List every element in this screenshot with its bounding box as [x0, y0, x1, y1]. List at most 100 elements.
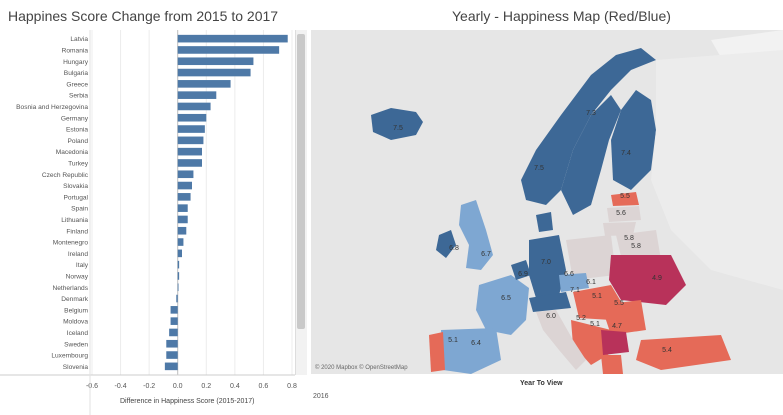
map-value-label: 6.7: [481, 251, 491, 258]
chart-title: Happines Score Change from 2015 to 2017: [8, 8, 279, 24]
map-value-label: 5.5: [614, 300, 624, 307]
bar[interactable]: [164, 362, 178, 371]
category-label: Estonia: [66, 127, 88, 134]
country-romania[interactable]: [601, 300, 646, 335]
bar[interactable]: [177, 113, 207, 122]
bar[interactable]: [177, 159, 202, 167]
x-tick-label: -0.6: [86, 383, 98, 390]
bar[interactable]: [177, 238, 184, 246]
country-ireland[interactable]: [436, 230, 456, 258]
map-title: Yearly - Happiness Map (Red/Blue): [452, 8, 671, 24]
category-label: Czech Republic: [42, 172, 89, 179]
x-tick-label: 0.0: [173, 383, 183, 390]
country-finland[interactable]: [611, 90, 656, 190]
country-greece[interactable]: [601, 355, 623, 374]
category-label: Greece: [66, 81, 88, 88]
country-austria[interactable]: [529, 292, 571, 312]
country-estonia[interactable]: [611, 192, 639, 206]
country-bulgaria[interactable]: [601, 330, 629, 355]
bar[interactable]: [177, 283, 179, 292]
bar[interactable]: [177, 68, 251, 77]
category-label: Serbia: [69, 93, 88, 100]
bar[interactable]: [177, 102, 211, 111]
category-label: Bosnia and Herzegovina: [16, 104, 88, 111]
x-tick-label: -0.4: [115, 383, 127, 390]
bar[interactable]: [169, 328, 178, 337]
category-label: Turkey: [68, 160, 89, 167]
map-value-label: 5.1: [590, 321, 600, 328]
country-norway[interactable]: [521, 48, 656, 205]
category-label: Belgium: [64, 307, 88, 314]
bar[interactable]: [177, 136, 204, 145]
bar[interactable]: [177, 226, 187, 235]
year-filter-title: Year To View: [520, 380, 563, 387]
bar[interactable]: [177, 125, 205, 133]
bar-chart-panel: -0.6 -0.4 -0.2 0.0 0.2 0.4 0.6 0.8 Latvia Romania…: [0, 30, 310, 415]
chart-scrollbar[interactable]: [295, 30, 307, 375]
country-benelux[interactable]: [511, 260, 531, 280]
bar[interactable]: [177, 260, 180, 269]
map-value-label: 5.1: [448, 337, 458, 344]
map-value-label: 5.8: [624, 235, 634, 242]
bar[interactable]: [177, 46, 280, 54]
country-portugal[interactable]: [429, 332, 445, 372]
x-tick-label: 0.8: [287, 383, 297, 390]
bar[interactable]: [177, 57, 254, 66]
year-filter-value[interactable]: 2016: [313, 393, 329, 400]
bar[interactable]: [176, 294, 178, 303]
bar[interactable]: [177, 272, 180, 280]
category-label: Portugal: [63, 194, 88, 201]
europe-map[interactable]: 7.5 7.3 7.4 7.5 5.5 5.6 5.85.8 6.8 6.7 6.9 7.0 6.6 6…: [311, 30, 783, 374]
country-turkey[interactable]: [636, 335, 731, 370]
country-germany[interactable]: [529, 235, 566, 298]
x-tick-label: 0.2: [201, 383, 211, 390]
country-latvia[interactable]: [607, 206, 641, 222]
map-value-label: 6.4: [471, 340, 481, 347]
country-uk[interactable]: [459, 200, 493, 270]
country-iceland[interactable]: [371, 108, 423, 140]
country-poland[interactable]: [566, 235, 616, 280]
bar[interactable]: [177, 204, 188, 212]
bar[interactable]: [177, 147, 202, 156]
bar[interactable]: [166, 351, 178, 359]
bar[interactable]: [177, 170, 194, 179]
bar[interactable]: [177, 34, 288, 43]
bar[interactable]: [166, 339, 178, 348]
happiness-map[interactable]: 7.5 7.3 7.4 7.5 5.5 5.6 5.8 5.8 6.8 6.7 6.9 7.0 6.6 6…: [311, 30, 783, 374]
category-label: Denmark: [61, 296, 88, 303]
bar[interactable]: [170, 317, 178, 325]
bar-chart: -0.6 -0.4 -0.2 0.0 0.2 0.4 0.6 0.8 Latvia Romania…: [0, 30, 297, 415]
chart-scrollbar-thumb[interactable]: [297, 34, 305, 329]
country-lithuania[interactable]: [603, 222, 636, 236]
map-value-label: 4.7: [612, 323, 622, 330]
map-value-label: 7.0: [541, 259, 551, 266]
bar[interactable]: [170, 306, 178, 314]
bar[interactable]: [177, 215, 188, 224]
country-sweden[interactable]: [561, 95, 621, 215]
map-value-label: 6.6: [564, 271, 574, 278]
category-label: Montenegro: [53, 240, 89, 247]
x-tick-label: 0.4: [230, 383, 240, 390]
map-value-label: 4.9: [652, 275, 662, 282]
map-value-label: 6.8: [449, 245, 459, 252]
country-italy[interactable]: [536, 310, 586, 370]
country-czech[interactable]: [559, 273, 589, 292]
bar[interactable]: [177, 249, 182, 258]
country-france[interactable]: [476, 275, 529, 335]
map-value-label: 7.3: [586, 110, 596, 117]
category-label: Moldova: [63, 319, 88, 326]
category-label: Sweden: [64, 341, 88, 348]
bar[interactable]: [177, 80, 231, 88]
bar[interactable]: [177, 193, 191, 201]
map-value-label: 6.5: [501, 295, 511, 302]
bar[interactable]: [177, 181, 192, 190]
country-denmark[interactable]: [536, 212, 553, 232]
x-tick-label: -0.2: [143, 383, 155, 390]
map-value-label: 6.0: [546, 313, 556, 320]
category-label: Latvia: [70, 36, 88, 43]
map-value-labels: 7.5 7.3 7.4 7.5 5.5 5.6 5.85.8 6.8 6.7 6.9 7.0 6.6 6…: [393, 110, 672, 354]
country-spain[interactable]: [441, 328, 501, 374]
country-ukraine[interactable]: [609, 255, 686, 305]
map-value-label: 5.1: [592, 293, 602, 300]
bar[interactable]: [177, 91, 217, 99]
